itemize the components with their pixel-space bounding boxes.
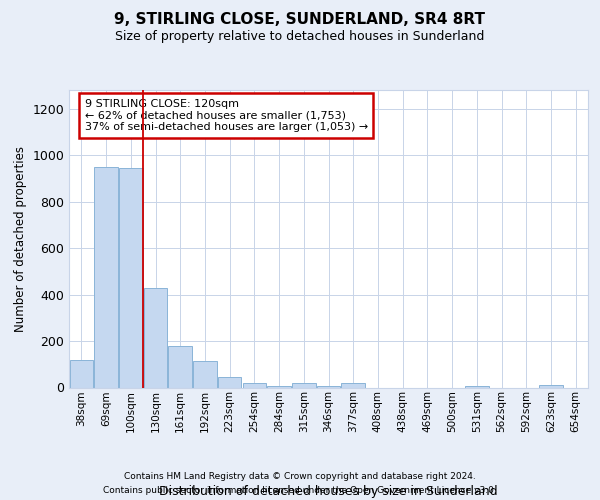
Bar [144,288,167,388]
Bar [341,383,365,388]
Text: Contains HM Land Registry data © Crown copyright and database right 2024.: Contains HM Land Registry data © Crown c… [124,472,476,481]
Text: 9 STIRLING CLOSE: 120sqm
← 62% of detached houses are smaller (1,753)
37% of sem: 9 STIRLING CLOSE: 120sqm ← 62% of detach… [85,99,368,132]
Bar [539,385,563,388]
Bar [292,383,316,388]
Bar [169,346,192,388]
Y-axis label: Number of detached properties: Number of detached properties [14,146,27,332]
Text: 9, STIRLING CLOSE, SUNDERLAND, SR4 8RT: 9, STIRLING CLOSE, SUNDERLAND, SR4 8RT [115,12,485,28]
Bar [268,386,291,388]
Bar [317,386,340,388]
Text: Size of property relative to detached houses in Sunderland: Size of property relative to detached ho… [115,30,485,43]
Bar [94,166,118,388]
Bar [465,386,488,388]
Bar [242,383,266,388]
Text: Contains public sector information licensed under the Open Government Licence v3: Contains public sector information licen… [103,486,497,495]
Bar [119,168,143,388]
Bar [70,360,93,388]
Bar [193,361,217,388]
Bar [218,377,241,388]
X-axis label: Distribution of detached houses by size in Sunderland: Distribution of detached houses by size … [159,485,498,498]
